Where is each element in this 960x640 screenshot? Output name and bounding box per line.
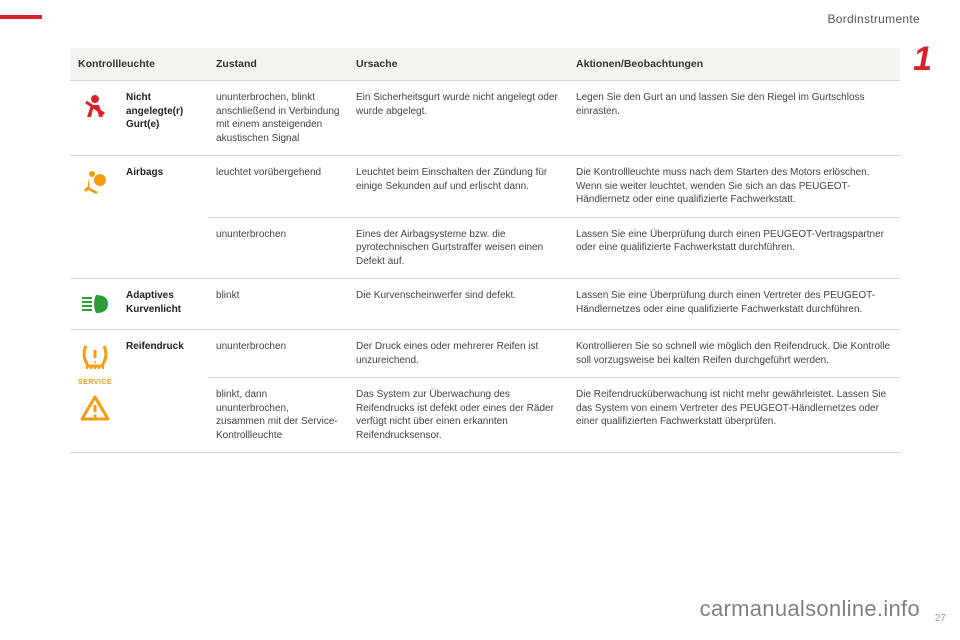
tire-pressure-icon: [78, 340, 112, 370]
airbag-icon: [78, 166, 112, 196]
page-number: 27: [935, 613, 946, 624]
row-name: Adaptives Kurvenlicht: [118, 279, 208, 330]
icon-cell: [70, 156, 118, 279]
icon-cell: SERVICE: [70, 330, 118, 453]
row-action: Legen Sie den Gurt an und lassen Sie den…: [568, 81, 900, 156]
row-name: Nicht angelegte(r) Gurt(e): [118, 81, 208, 156]
row-cause: Das System zur Überwachung des Reifendru…: [348, 378, 568, 453]
section-title: Bordinstrumente: [827, 12, 920, 26]
table-row: Nicht angelegte(r) Gurt(e) ununterbroche…: [70, 81, 900, 156]
table-header-row: Kontrollleuchte Zustand Ursache Aktionen…: [70, 48, 900, 81]
warning-lights-table: Kontrollleuchte Zustand Ursache Aktionen…: [70, 48, 900, 453]
icon-cell: [70, 81, 118, 156]
seatbelt-icon: [78, 91, 112, 121]
chapter-number: 1: [913, 40, 932, 79]
row-state: ununterbrochen, blinkt anschließend in V…: [208, 81, 348, 156]
warning-triangle-icon: [78, 393, 112, 423]
table-row: Airbags leuchtet vorübergehend Leuchtet …: [70, 156, 900, 218]
table-row: Adaptives Kurvenlicht blinkt Die Kurvens…: [70, 279, 900, 330]
col-zustand: Zustand: [208, 48, 348, 81]
row-state: blinkt: [208, 279, 348, 330]
row-cause: Ein Sicherheitsgurt wurde nicht angelegt…: [348, 81, 568, 156]
row-state: ununterbrochen: [208, 330, 348, 378]
col-ursache: Ursache: [348, 48, 568, 81]
row-name: Reifendruck: [118, 330, 208, 453]
row-action: Lassen Sie eine Überprüfung durch einen …: [568, 279, 900, 330]
row-state: leuchtet vorübergehend: [208, 156, 348, 218]
row-cause: Die Kurvenscheinwerfer sind defekt.: [348, 279, 568, 330]
watermark: carmanualsonline.info: [700, 596, 920, 622]
row-state: blinkt, dann ununterbrochen, zusammen mi…: [208, 378, 348, 453]
headlight-icon: [78, 289, 112, 319]
icon-cell: [70, 279, 118, 330]
service-text: SERVICE: [78, 378, 110, 387]
row-cause: Eines der Airbagsysteme bzw. die pyrotec…: [348, 217, 568, 279]
col-kontrollleuchte: Kontrollleuchte: [70, 48, 208, 81]
row-action: Lassen Sie eine Überprüfung durch einen …: [568, 217, 900, 279]
row-cause: Leuchtet beim Einschalten der Zündung fü…: [348, 156, 568, 218]
accent-bar: [0, 15, 42, 19]
table-row: SERVICE Reifendruck ununterbrochen Der D…: [70, 330, 900, 378]
row-action: Die Reifendrucküberwachung ist nicht meh…: [568, 378, 900, 453]
col-aktionen: Aktionen/Beobachtungen: [568, 48, 900, 81]
row-cause: Der Druck eines oder mehrerer Reifen ist…: [348, 330, 568, 378]
row-action: Die Kontrollleuchte muss nach dem Starte…: [568, 156, 900, 218]
row-action: Kontrollieren Sie so schnell wie möglich…: [568, 330, 900, 378]
row-name: Airbags: [118, 156, 208, 279]
row-state: ununterbrochen: [208, 217, 348, 279]
